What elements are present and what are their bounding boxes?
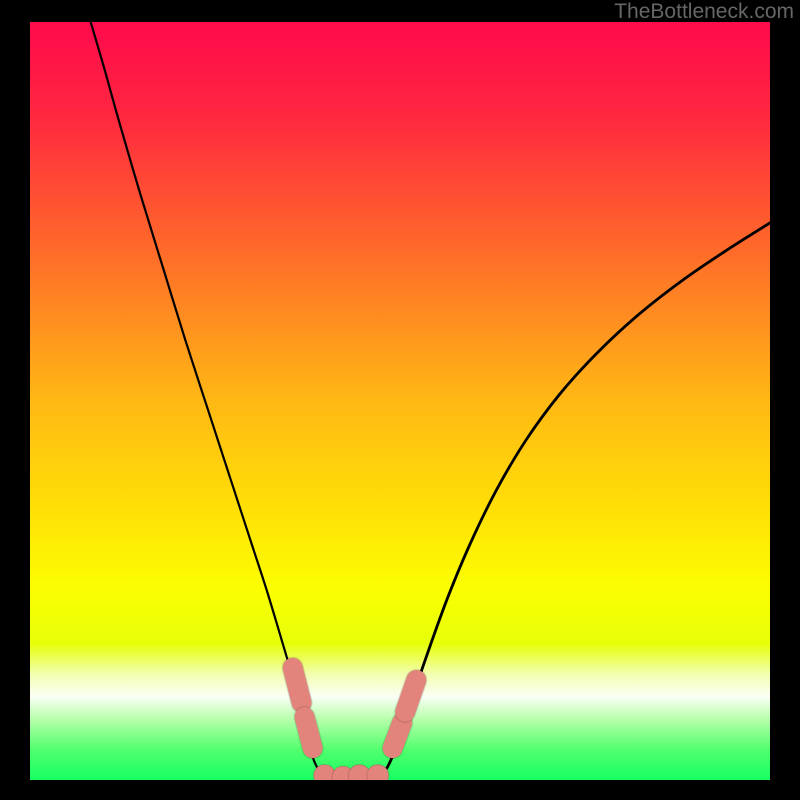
attribution-text: TheBottleneck.com — [614, 0, 794, 24]
marker-right-0 — [393, 722, 403, 748]
chart-frame: TheBottleneck.com — [0, 0, 800, 800]
gradient-background — [30, 22, 770, 780]
marker-left-1 — [305, 717, 313, 748]
plot-area — [30, 22, 770, 780]
marker-right-1 — [405, 680, 416, 712]
marker-left-0 — [293, 668, 302, 703]
bottleneck-chart — [30, 22, 770, 780]
